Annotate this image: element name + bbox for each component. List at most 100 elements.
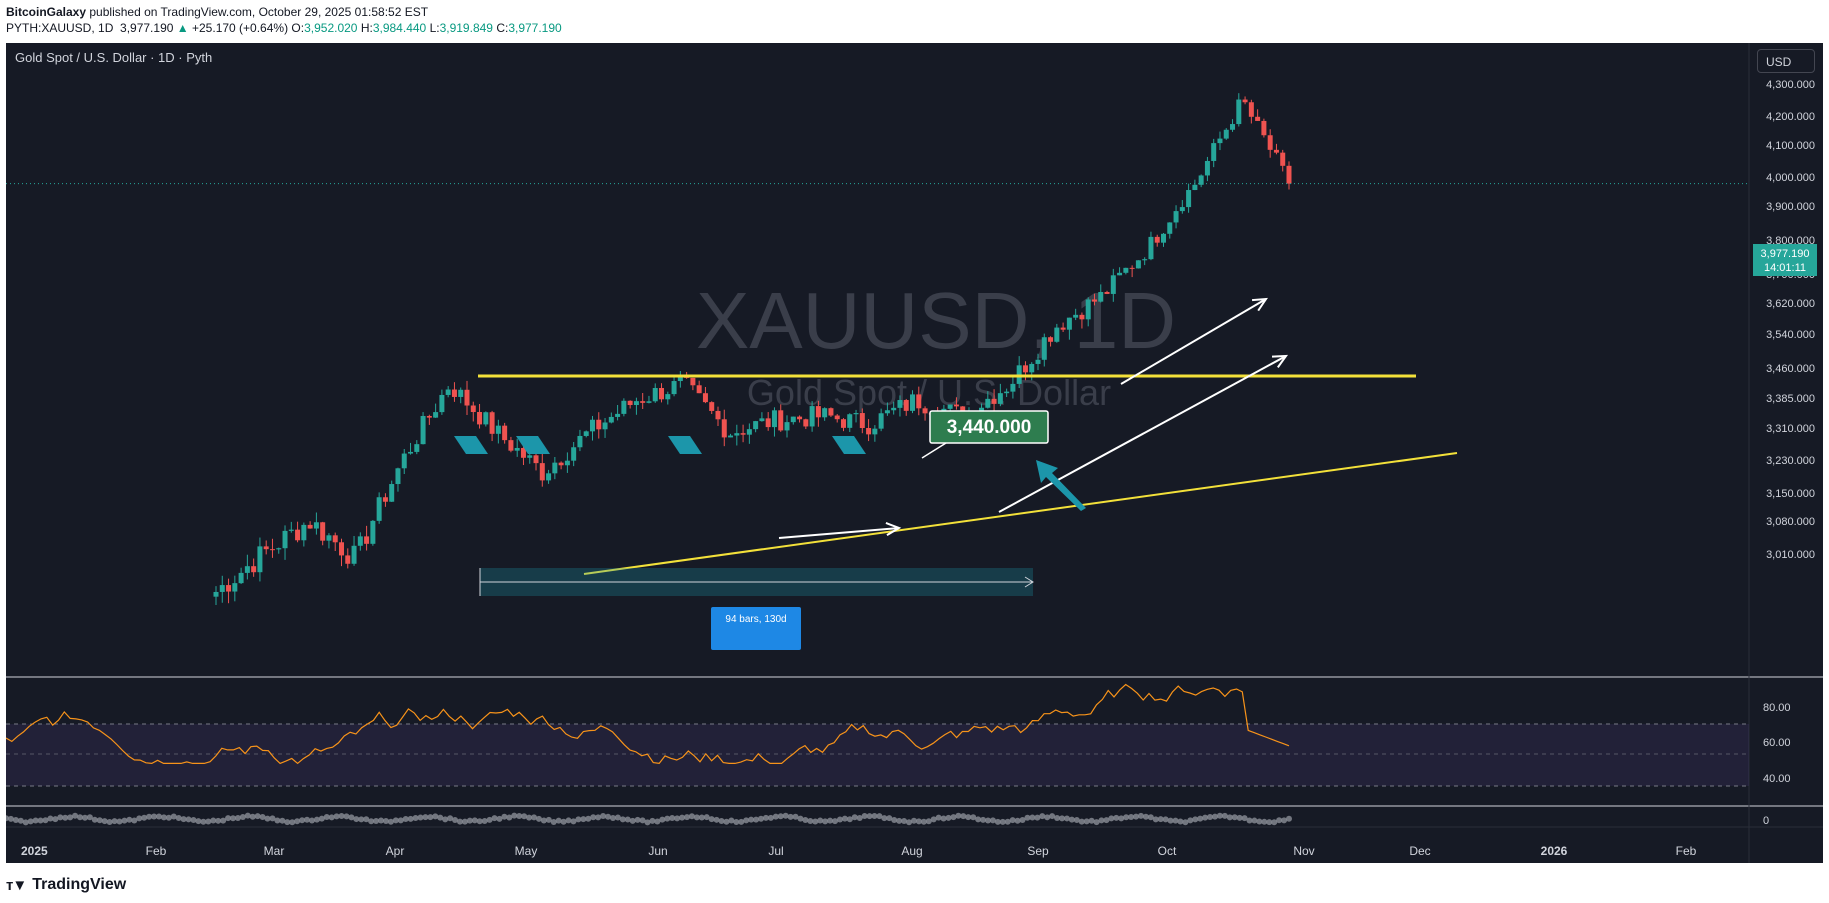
chart-area[interactable]: XAUUSD, 1D Gold Spot / U.S. Dollar Gold …	[6, 43, 1823, 863]
candle-body	[1223, 129, 1229, 139]
candle-body	[891, 407, 897, 411]
oscillator-dot	[215, 817, 222, 824]
candle-body	[326, 535, 332, 541]
candle-body	[1154, 236, 1160, 243]
footer-brand[interactable]: ᴛ▼ TradingView	[6, 876, 126, 894]
oscillator-dot	[1044, 814, 1051, 821]
oscillator-dot	[481, 817, 488, 824]
candle-body	[696, 385, 702, 394]
oscillator-dot	[289, 819, 296, 826]
candle-body	[721, 419, 727, 438]
oscillator-dot	[274, 817, 281, 824]
candle-body	[728, 435, 734, 438]
price-tick-label: 3,080.000	[1766, 516, 1815, 528]
rsi-layer	[6, 683, 1290, 765]
oscillator-dot	[1024, 814, 1031, 821]
chart-svg[interactable]: XAUUSD, 1D Gold Spot / U.S. Dollar Gold …	[6, 43, 1823, 863]
oscillator-dot	[1177, 818, 1184, 825]
oscillator-dot	[915, 818, 922, 825]
oscillator-dot	[1029, 814, 1036, 821]
oscillator-dot	[659, 816, 666, 823]
oscillator-dot	[881, 815, 888, 822]
oscillator-dot	[308, 817, 315, 824]
candle-body	[307, 524, 313, 529]
date-range-label[interactable]: 94 bars, 130d	[711, 607, 801, 650]
oscillator-dot	[531, 814, 538, 821]
teal-pointer-icon	[668, 436, 702, 454]
oscillator-dot	[585, 815, 592, 822]
oscillator-dot	[496, 815, 503, 822]
oscillator-dot	[1216, 812, 1223, 819]
time-axis[interactable]: 2025 Feb Mar Apr May Jun Jul Aug Sep Oct Nov Dec 202…	[21, 844, 1697, 858]
oscillator-dot	[664, 815, 671, 822]
candle-body	[282, 530, 288, 549]
oscillator-dot	[772, 813, 779, 820]
author-name[interactable]: BitcoinGalaxy	[6, 5, 87, 19]
oscillator-dot	[1281, 817, 1288, 824]
oscillator-dot	[254, 813, 261, 820]
date-range-box	[711, 607, 801, 650]
arrow-up-right-icon-head	[1271, 354, 1289, 368]
candle-body	[426, 415, 432, 418]
level-label[interactable]: 3,440.000	[921, 410, 1049, 459]
candle-body	[470, 405, 476, 413]
oscillator-dot	[1009, 817, 1016, 824]
brand-name: TradingView	[32, 876, 127, 893]
oscillator-dot	[896, 817, 903, 824]
candle-body	[1104, 292, 1110, 294]
oscillator-dot	[304, 816, 311, 823]
oscillator-dot	[427, 814, 434, 821]
price-tick-label: 3,230.000	[1766, 455, 1815, 467]
candle-body	[351, 545, 357, 564]
candle-body	[872, 428, 878, 435]
oscillator-dot	[471, 817, 478, 824]
oscillator-dot	[841, 815, 848, 822]
price-tick-label: 3,620.000	[1766, 298, 1815, 310]
oscillator-dot	[358, 816, 365, 823]
candle-body	[213, 591, 219, 597]
candle-body	[251, 566, 257, 573]
oscillator-dot	[22, 819, 29, 826]
candle-body	[784, 422, 790, 431]
oscillator-dot	[777, 813, 784, 820]
candle-body	[677, 376, 683, 382]
oscillator-dot	[886, 815, 893, 822]
candle-body	[502, 425, 508, 441]
oscillator-dot	[239, 813, 246, 820]
oscillator-dot	[1147, 814, 1154, 821]
oscillator-dot	[126, 816, 133, 823]
oscillator-dot	[1202, 814, 1209, 821]
oscillator-dot	[42, 817, 49, 824]
rsi-tick-label: 40.00	[1763, 773, 1791, 785]
oscillator-dot	[62, 814, 69, 821]
oscillator-dot	[328, 814, 335, 821]
oscillator-dot	[284, 819, 291, 826]
candle-body	[583, 431, 589, 436]
date-range-arrowhead	[1024, 576, 1034, 588]
oscillator-dot	[338, 813, 345, 820]
oscillator-dot	[1034, 814, 1041, 821]
oscillator-dot	[259, 814, 266, 821]
oscillator-dot	[836, 816, 843, 823]
candle-body	[376, 497, 382, 521]
arrow-up-right-icon	[1120, 298, 1267, 385]
oscillator-dot	[866, 813, 873, 820]
candle-body	[847, 414, 853, 428]
candle-body	[527, 455, 533, 458]
oscillator-dot	[743, 817, 750, 824]
oscillator-dot	[1276, 817, 1283, 824]
oscillator-dot	[1054, 814, 1061, 821]
published-text: published on TradingView.com, October 29…	[89, 5, 429, 19]
oscillator-dot	[200, 818, 207, 825]
oscillator-dot	[817, 817, 824, 824]
oscillator-dot	[378, 817, 385, 824]
oscillator-dot	[407, 815, 414, 822]
last-price-tag[interactable]: 3,977.190 14:01:11	[1753, 244, 1817, 276]
price-axis[interactable]: 3,010.000 3,080.000 3,150.000 3,230.000 3,31…	[1763, 79, 1815, 827]
currency-button[interactable]: USD	[1757, 49, 1815, 73]
low-label: L:	[429, 21, 440, 35]
oscillator-dot	[121, 817, 128, 824]
candle-body	[1204, 160, 1210, 176]
oscillator-dot	[1231, 814, 1238, 821]
oscillator-dot	[683, 814, 690, 821]
